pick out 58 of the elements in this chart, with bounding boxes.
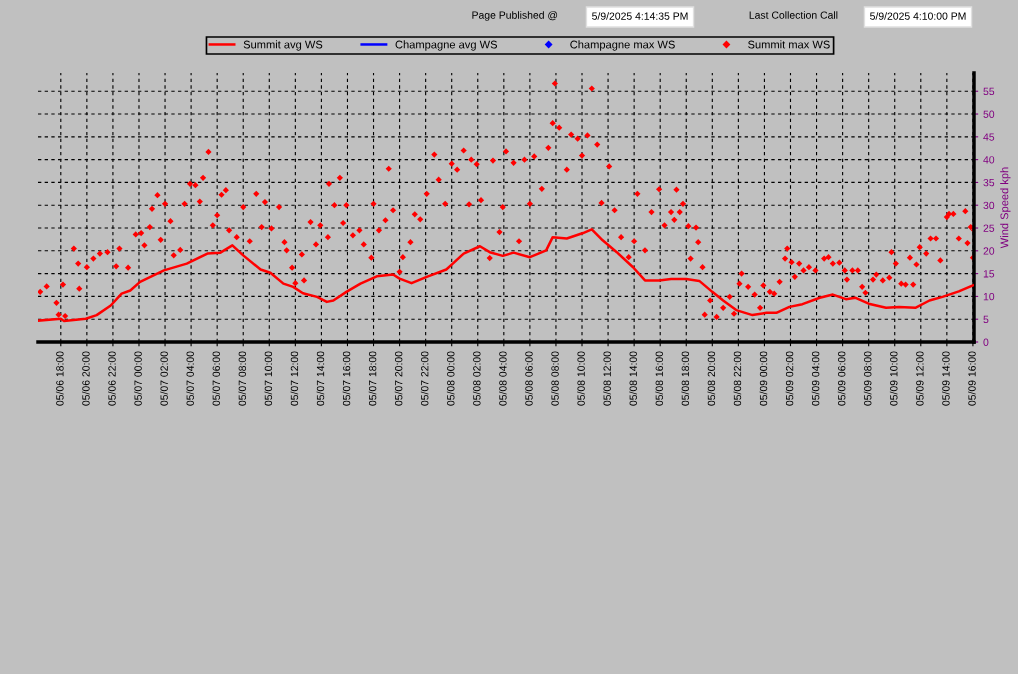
y-tick-label: 10 bbox=[983, 292, 995, 301]
legend-label: Summit avg WS bbox=[243, 40, 323, 51]
y-axis-title: Wind Speed kph bbox=[1000, 167, 1011, 249]
x-tick-label: 05/07 02:00 bbox=[160, 351, 168, 406]
y-tick-label: 0 bbox=[983, 338, 989, 346]
x-tick-label: 05/08 02:00 bbox=[472, 351, 481, 406]
x-tick-label: 05/09 00:00 bbox=[759, 351, 768, 406]
y-tick-label: 50 bbox=[983, 110, 995, 118]
x-tick-label: 05/08 14:00 bbox=[629, 351, 637, 406]
x-tick-label: 05/09 14:00 bbox=[942, 351, 950, 406]
x-tick-label: 05/07 18:00 bbox=[368, 351, 377, 406]
x-tick-label: 05/08 18:00 bbox=[681, 351, 690, 406]
x-tick-label: 05/09 06:00 bbox=[837, 351, 846, 406]
y-tick-label: 15 bbox=[983, 270, 995, 278]
x-tick-label: 05/08 16:00 bbox=[655, 351, 663, 406]
x-tick-label: 05/08 22:00 bbox=[733, 351, 742, 406]
text: Page Published @ bbox=[472, 11, 558, 21]
x-tick-label: 05/09 08:00 bbox=[863, 351, 872, 406]
y-tick-label: 55 bbox=[983, 87, 995, 96]
y-tick-label: 5 bbox=[983, 315, 989, 324]
x-tick-label: 05/09 04:00 bbox=[811, 351, 820, 406]
text: 5/9/2025 4:14:35 PM bbox=[592, 12, 688, 20]
x-tick-label: 05/08 00:00 bbox=[446, 351, 455, 406]
y-tick-label: 40 bbox=[983, 156, 995, 164]
x-tick-label: 05/06 22:00 bbox=[108, 351, 116, 406]
x-tick-label: 05/07 08:00 bbox=[238, 351, 247, 406]
x-tick-label: 05/08 12:00 bbox=[603, 351, 611, 406]
text: 5/9/2025 4:10:00 PM bbox=[870, 12, 966, 20]
x-tick-label: 05/07 20:00 bbox=[394, 351, 403, 406]
x-tick-label: 05/07 10:00 bbox=[264, 351, 273, 406]
y-tick-label: 45 bbox=[983, 133, 995, 141]
x-tick-label: 05/07 12:00 bbox=[290, 351, 299, 406]
legend-label: Champagne max WS bbox=[570, 40, 675, 51]
x-tick-label: 05/08 06:00 bbox=[525, 351, 533, 406]
y-tick-label: 30 bbox=[983, 201, 995, 210]
x-tick-label: 05/06 18:00 bbox=[55, 351, 64, 406]
y-tick-label: 35 bbox=[983, 178, 995, 187]
x-tick-label: 05/07 14:00 bbox=[316, 351, 325, 406]
x-tick-label: 05/07 16:00 bbox=[342, 351, 351, 406]
x-tick-label: 05/07 22:00 bbox=[420, 351, 429, 406]
x-tick-label: 05/07 00:00 bbox=[134, 351, 142, 406]
y-tick-label: 20 bbox=[983, 247, 995, 255]
x-tick-label: 05/09 16:00 bbox=[968, 351, 976, 406]
x-tick-label: 05/08 20:00 bbox=[707, 351, 716, 406]
legend-label: Champagne avg WS bbox=[395, 40, 498, 51]
y-tick-label: 25 bbox=[983, 224, 995, 232]
x-tick-label: 05/09 12:00 bbox=[915, 351, 924, 406]
legend-label: Summit max WS bbox=[748, 40, 830, 49]
x-tick-label: 05/07 06:00 bbox=[212, 351, 220, 406]
line-series bbox=[38, 228, 974, 323]
x-tick-label: 05/07 04:00 bbox=[186, 351, 194, 406]
x-tick-label: 05/06 20:00 bbox=[82, 351, 90, 406]
x-tick-label: 05/09 02:00 bbox=[785, 351, 794, 406]
x-tick-label: 05/09 10:00 bbox=[889, 351, 898, 406]
x-tick-label: 05/08 10:00 bbox=[577, 351, 585, 406]
x-tick-label: 05/08 08:00 bbox=[551, 351, 559, 406]
x-tick-label: 05/08 04:00 bbox=[498, 351, 507, 406]
text: Last Collection Call bbox=[749, 11, 838, 19]
